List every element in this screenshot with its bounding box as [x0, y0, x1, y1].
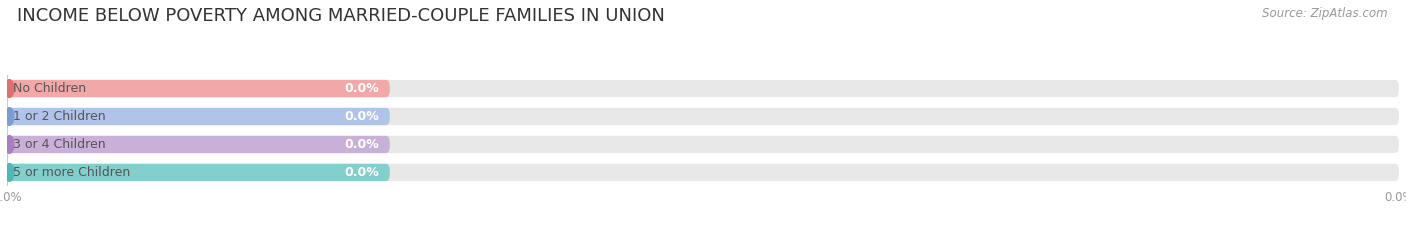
- FancyBboxPatch shape: [7, 80, 389, 97]
- FancyBboxPatch shape: [7, 136, 1399, 153]
- Text: 0.0%: 0.0%: [344, 138, 378, 151]
- Text: 0.0%: 0.0%: [344, 166, 378, 179]
- Text: 5 or more Children: 5 or more Children: [13, 166, 129, 179]
- Circle shape: [6, 108, 14, 125]
- FancyBboxPatch shape: [7, 164, 1399, 181]
- Text: No Children: No Children: [13, 82, 86, 95]
- Circle shape: [6, 80, 14, 97]
- Text: 1 or 2 Children: 1 or 2 Children: [13, 110, 105, 123]
- FancyBboxPatch shape: [7, 164, 389, 181]
- Text: Source: ZipAtlas.com: Source: ZipAtlas.com: [1263, 7, 1388, 20]
- FancyBboxPatch shape: [7, 108, 1399, 125]
- Text: INCOME BELOW POVERTY AMONG MARRIED-COUPLE FAMILIES IN UNION: INCOME BELOW POVERTY AMONG MARRIED-COUPL…: [17, 7, 665, 25]
- FancyBboxPatch shape: [7, 108, 389, 125]
- Text: 0.0%: 0.0%: [344, 110, 378, 123]
- FancyBboxPatch shape: [7, 136, 389, 153]
- Text: 0.0%: 0.0%: [344, 82, 378, 95]
- Text: 3 or 4 Children: 3 or 4 Children: [13, 138, 105, 151]
- Circle shape: [6, 164, 14, 181]
- Circle shape: [6, 136, 14, 153]
- FancyBboxPatch shape: [7, 80, 1399, 97]
